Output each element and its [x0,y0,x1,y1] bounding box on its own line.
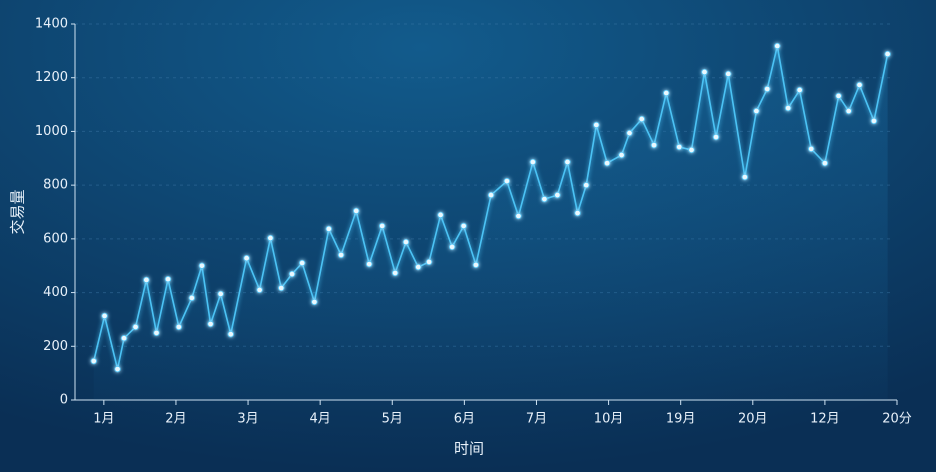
point [448,243,456,251]
point [325,225,333,233]
y-tick-label: 800 [43,178,68,193]
point [365,260,373,268]
point [807,145,815,153]
point [132,323,139,331]
point [774,42,781,50]
point [415,263,422,271]
point [143,276,150,284]
y-tick-label: 1200 [35,70,68,85]
y-tick-label: 1400 [35,17,68,32]
area [93,46,888,400]
point [472,261,480,269]
point [503,177,511,185]
y-tick-label: 400 [43,285,68,300]
x-tick-label: 19月 [666,412,696,427]
point [217,290,224,298]
point [198,262,206,269]
point [835,92,842,100]
point [564,158,571,166]
point [337,251,345,259]
point [583,181,590,189]
point [764,85,771,93]
point [821,159,829,167]
x-tick-label: 10月 [594,412,624,427]
point [243,254,250,262]
point [311,298,318,306]
point [487,191,495,199]
point [378,222,386,230]
x-tick-label: 5月 [382,412,403,427]
y-axis-label: 交易量 [9,189,27,234]
x-tick-label: 4月 [310,412,331,427]
x-tick-label: 20分 [882,412,912,427]
line [92,45,889,370]
point [267,234,274,242]
point [663,89,670,97]
point [227,331,234,338]
point [541,195,548,203]
y-tick-label: 600 [43,231,68,246]
point [554,191,561,199]
point [870,117,878,125]
point [884,50,891,58]
point [529,158,537,166]
point [753,107,760,115]
point [425,258,433,266]
point [796,86,803,94]
point [120,335,128,342]
point [460,222,467,230]
point [353,207,360,215]
point [603,159,611,167]
y-tick-label: 1000 [35,124,68,139]
point [402,238,410,246]
point [175,323,183,331]
y-tick-label: 200 [43,339,68,354]
point [207,320,214,328]
x-axis-label: 时间 [454,440,484,458]
point [638,115,645,123]
point [845,107,852,115]
point [650,141,658,149]
point [188,294,196,302]
point [688,146,695,154]
point [856,81,863,89]
point [784,104,792,112]
point [90,357,97,365]
point [101,312,108,320]
point [574,209,581,217]
point [712,133,720,141]
point [741,173,749,181]
x-tick-label: 3月 [237,412,258,427]
point [391,269,399,277]
point [437,211,444,219]
y-tick-label: 0 [60,393,68,408]
point [153,329,160,337]
x-tick-label: 1月 [93,412,114,427]
point [618,151,625,159]
x-tick-label: 7月 [526,412,547,427]
point [298,259,306,267]
x-tick-label: 20月 [738,412,768,427]
point [114,365,121,373]
point [725,70,732,78]
point [515,212,522,220]
x-tick-label: 6月 [454,412,475,427]
point [593,121,600,129]
point [256,286,263,294]
point [701,68,708,76]
point [288,270,296,278]
x-tick-label: 2月 [165,412,186,427]
point [676,143,683,151]
point [278,284,285,292]
x-tick-label: 12月 [810,412,840,427]
point [164,275,172,283]
point [626,129,633,137]
